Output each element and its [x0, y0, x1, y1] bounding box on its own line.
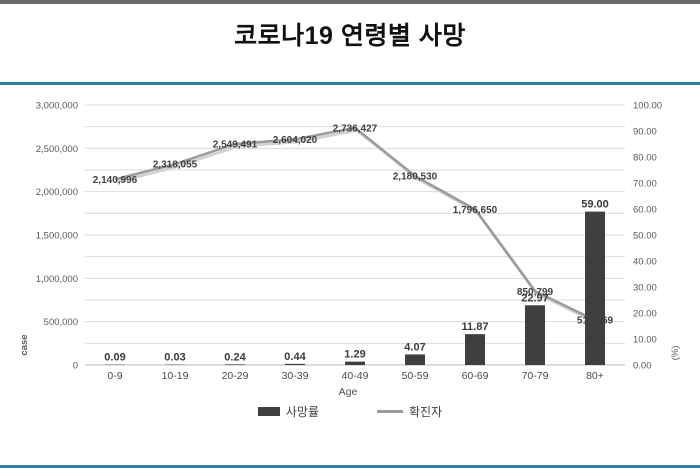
legend-item-death-rate: 사망률	[258, 403, 319, 420]
legend-label-death-rate: 사망률	[286, 403, 319, 420]
top-accent-bar	[0, 0, 700, 4]
legend-label-confirmed: 확진자	[409, 403, 442, 420]
bar-swatch-icon	[258, 407, 280, 416]
page-title: 코로나19 연령별 사망	[0, 16, 700, 52]
line-swatch-icon	[377, 410, 403, 413]
chart-legend: 사망률 확진자	[0, 403, 700, 420]
legend-item-confirmed: 확진자	[377, 403, 442, 420]
